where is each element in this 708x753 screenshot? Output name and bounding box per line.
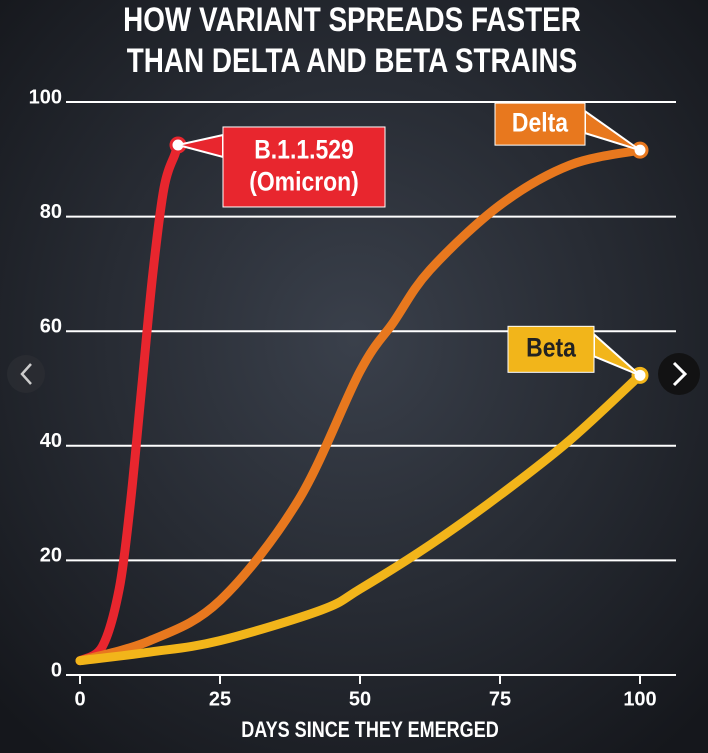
legend-label: Beta [526,333,577,363]
series-line [75,140,183,666]
label-box [507,325,595,373]
x-tick-label: 0 [74,688,85,710]
y-tick-label: 40 [40,430,62,452]
prev-icon [20,363,32,385]
chart-title: HOW VARIANT SPREADS FASTER [123,0,581,38]
legend-label: Delta [512,108,569,138]
legend-label: B.1.1.529 (Omicron) [249,134,359,196]
series-label: Delta [494,102,649,159]
y-tick-label: 20 [40,545,62,567]
x-tick-label: 50 [349,688,371,710]
plot-area: 0 20 40 60 80 100 0 25 50 75 100 B.1.1.529 (Omicron)… [29,86,676,710]
carousel-prev[interactable] [7,355,45,393]
label-box [494,102,586,146]
next-icon [672,361,688,387]
y-tick-label: 0 [51,659,62,681]
carousel-next[interactable] [658,353,700,395]
series-label: Beta [507,325,649,384]
next-button[interactable] [658,353,700,395]
y-tick-label: 60 [40,315,62,337]
y-tick-label: 80 [40,201,62,223]
x-tick-label: 75 [489,688,511,710]
series-line [75,145,645,666]
y-tick-label: 100 [29,86,62,108]
chart-title: THAN DELTA AND BETA STRAINS [127,41,578,79]
prev-button[interactable] [7,355,45,393]
label-box [222,126,386,208]
x-tick-label: 25 [209,688,231,710]
x-tick-label: 100 [623,688,656,710]
series-label: B.1.1.529 (Omicron) [169,126,386,208]
x-axis-label: DAYS SINCE THEY EMERGED [241,718,499,742]
series-line [75,370,645,666]
